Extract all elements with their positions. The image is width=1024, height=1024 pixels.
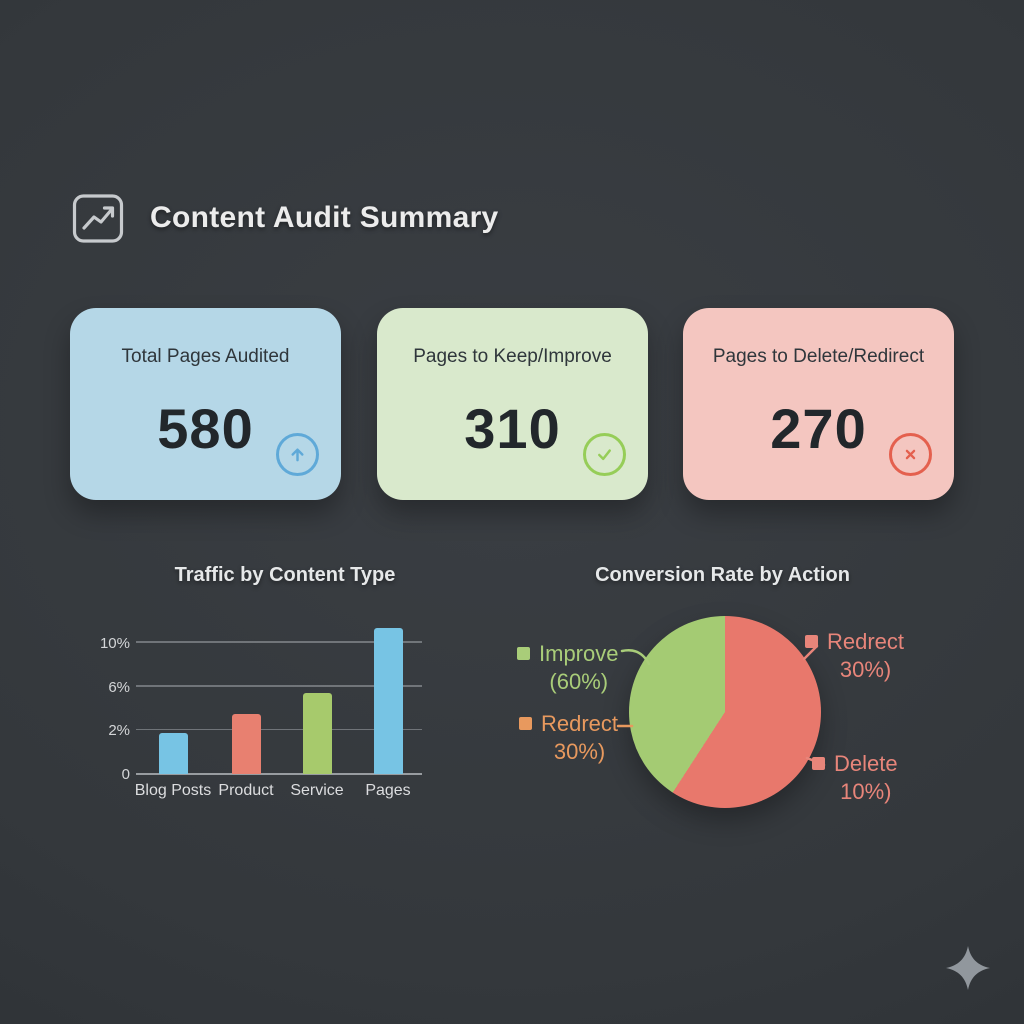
- legend-label: Delete: [834, 751, 898, 776]
- y-axis-tick: 2%: [108, 722, 130, 740]
- gridline: [136, 641, 422, 643]
- stat-card-title: Pages to Keep/Improve: [413, 346, 612, 367]
- legend-value: 30%): [839, 656, 892, 682]
- page-title: Content Audit Summary: [150, 201, 499, 234]
- legend-value: (60%): [549, 668, 609, 694]
- stat-card-value: 270: [770, 397, 867, 460]
- stat-card-title: Total Pages Audited: [121, 346, 290, 367]
- legend-item-redirect-right: Redrect 30%): [805, 628, 904, 683]
- legend-swatch-redirect-left: [519, 717, 532, 730]
- y-axis-tick: 0: [121, 766, 130, 783]
- y-axis-tick: 10%: [99, 634, 130, 652]
- legend-value: 10%): [840, 778, 892, 804]
- x-axis-label: Pages: [365, 782, 411, 799]
- legend-label: Improve: [539, 641, 619, 666]
- x-circle-icon: [889, 433, 932, 476]
- conversion-pie-chart: [629, 616, 821, 808]
- gridline: [136, 728, 422, 731]
- traffic-bar-chart: 0 2% 6% 10% Blog Posts Product Service Pages: [100, 608, 422, 799]
- stat-card-total-pages: Total Pages Audited 580: [70, 308, 341, 500]
- legend-item-delete: Delete 10%): [812, 750, 898, 805]
- page-header: Content Audit Summary: [72, 192, 499, 244]
- stat-card-delete-redirect: Pages to Delete/Redirect 270: [683, 308, 954, 500]
- y-axis-tick: 6%: [108, 678, 130, 696]
- legend-value: 30%): [553, 738, 606, 764]
- legend-item-improve: Improve (60%): [517, 640, 618, 695]
- bar-pages: [373, 627, 403, 774]
- stat-card-value: 580: [157, 397, 254, 460]
- bar-product: [231, 713, 261, 774]
- x-axis-label: Blog Posts: [134, 782, 212, 799]
- bar-chart-title: Traffic by Content Type: [174, 564, 396, 586]
- pie-chart-title: Conversion Rate by Action: [595, 564, 850, 586]
- x-axis-line: [136, 772, 422, 775]
- check-circle-icon: [583, 433, 626, 476]
- bar-blog-posts: [158, 732, 188, 774]
- stat-card-keep-improve: Pages to Keep/Improve 310: [377, 308, 648, 500]
- bar-service: [302, 693, 332, 774]
- legend-swatch-redirect-right: [805, 635, 818, 648]
- legend-item-redirect-left: Redrect 30%): [519, 710, 618, 765]
- legend-label: Redrect: [827, 629, 905, 654]
- gridline: [136, 685, 422, 687]
- trend-up-chart-icon: [72, 194, 124, 243]
- arrow-up-circle-icon: [276, 433, 319, 476]
- legend-swatch-delete: [812, 757, 825, 770]
- x-axis-label: Service: [290, 782, 344, 799]
- stat-card-value: 310: [464, 397, 561, 460]
- stat-card-title: Pages to Delete/Redirect: [712, 346, 925, 367]
- legend-swatch-improve: [517, 647, 530, 660]
- x-axis-label: Product: [218, 782, 274, 799]
- legend-label: Redrect: [541, 711, 619, 736]
- sparkle-icon: [946, 946, 990, 990]
